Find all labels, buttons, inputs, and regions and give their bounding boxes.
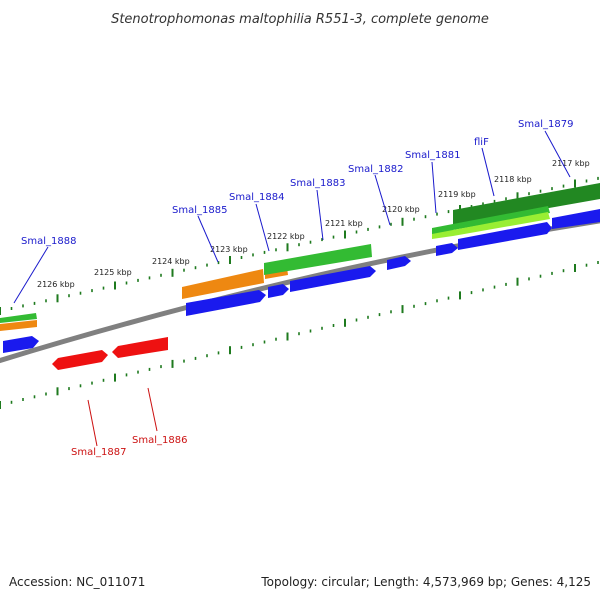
cds-smal-1888 — [3, 336, 39, 353]
feature-lime-flif — [453, 212, 550, 236]
kbp-label-2123: 2123 kbp — [210, 245, 248, 254]
gene-label-smal-1885: Smal_1885 — [172, 205, 227, 216]
upper-tick-track — [0, 176, 599, 315]
leader-smal-1882 — [374, 174, 391, 226]
cds-smal-1882 — [387, 256, 411, 270]
gene-label-smal-1879: Smal_1879 — [518, 119, 573, 130]
feature-track-reverse — [52, 337, 168, 370]
leader-smal-1885 — [197, 215, 219, 263]
genome-title: Stenotrophomonas maltophilia R551-3, com… — [111, 12, 489, 27]
feature-smal-1886 — [112, 337, 168, 358]
kbp-label-2119: 2119 kbp — [438, 190, 476, 199]
leader-smal-1881 — [431, 161, 437, 214]
feature-smal-1887 — [52, 350, 108, 370]
feature-orange-1885 — [182, 269, 264, 299]
feature-track-cds — [3, 209, 600, 353]
kbp-label-2117: 2117 kbp — [552, 159, 590, 168]
cds-smal-1883 — [290, 266, 376, 292]
cds-smal-1884 — [268, 284, 289, 298]
feature-green-left — [0, 313, 37, 323]
feature-green-1883 — [264, 244, 372, 275]
leader-smal-1883 — [316, 189, 324, 241]
feature-lime-1881 — [432, 230, 453, 239]
leader-flif — [481, 147, 495, 197]
leader-smal-1884 — [255, 203, 270, 252]
genome-summary-text: Topology: circular; Length: 4,573,969 bp… — [260, 575, 591, 589]
accession-text: Accession: NC_011071 — [9, 575, 145, 589]
feature-green-1881 — [432, 224, 453, 235]
gene-label-smal-1886: Smal_1886 — [132, 435, 187, 446]
gene-label-flif: fliF — [474, 137, 489, 148]
leader-smal-1888 — [13, 246, 49, 304]
cds-smal-1879 — [552, 209, 600, 229]
kbp-label-2120: 2120 kbp — [382, 205, 420, 214]
feature-track-rna — [0, 183, 600, 331]
kbp-label-2118: 2118 kbp — [494, 175, 532, 184]
gene-leaders — [13, 130, 571, 447]
gene-label-smal-1883: Smal_1883 — [290, 178, 345, 189]
cds-smal-1885 — [186, 290, 266, 316]
gene-label-smal-1881: Smal_1881 — [405, 150, 460, 161]
feature-orange-left — [0, 320, 37, 331]
gene-label-smal-1882: Smal_1882 — [348, 164, 403, 175]
lower-tick-track — [0, 261, 599, 409]
gene-label-smal-1887: Smal_1887 — [71, 447, 126, 458]
feature-darkgreen-flif — [453, 183, 600, 225]
genome-backbone — [0, 218, 600, 364]
kbp-labels: 2117 kbp 2118 kbp 2119 kbp 2120 kbp 2121… — [37, 159, 590, 289]
leader-smal-1887 — [87, 399, 98, 447]
kbp-label-2124: 2124 kbp — [152, 257, 190, 266]
feature-green-flif — [453, 206, 550, 230]
gene-label-smal-1884: Smal_1884 — [229, 192, 284, 203]
kbp-label-2122: 2122 kbp — [267, 232, 305, 241]
cds-flif — [458, 222, 552, 250]
cds-smal-1881 — [436, 243, 458, 256]
leader-smal-1886 — [147, 387, 158, 432]
gene-labels: Smal_1879 fliF Smal_1881 Smal_1882 Smal_… — [21, 119, 573, 458]
leader-smal-1879 — [544, 130, 571, 178]
kbp-label-2125: 2125 kbp — [94, 268, 132, 277]
kbp-label-2121: 2121 kbp — [325, 219, 363, 228]
kbp-label-2126: 2126 kbp — [37, 280, 75, 289]
gene-label-smal-1888: Smal_1888 — [21, 236, 76, 247]
